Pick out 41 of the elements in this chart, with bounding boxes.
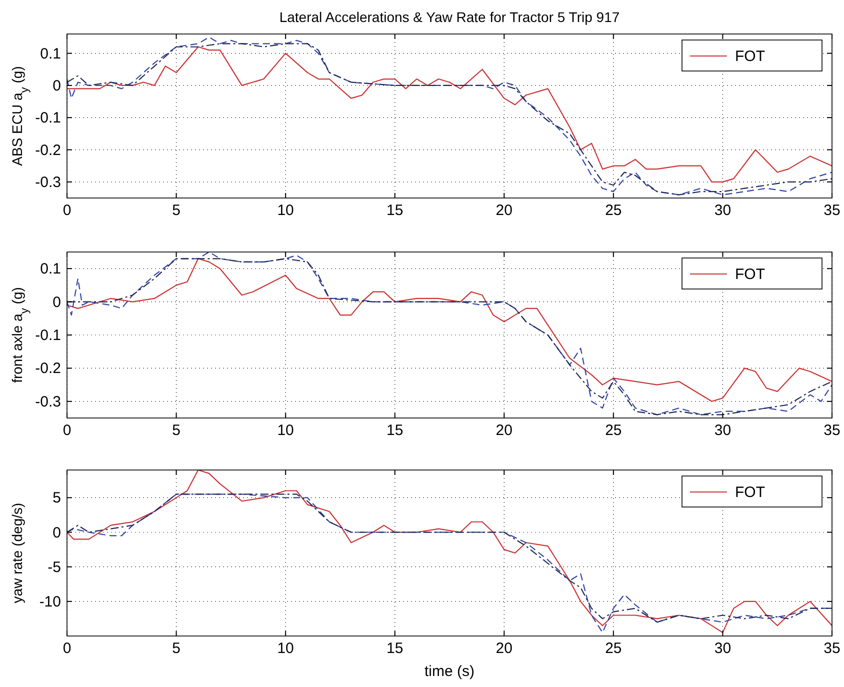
y-tick-label: -0.2 (35, 142, 61, 159)
y-tick-label: 0.1 (40, 260, 61, 278)
x-tick-label: 5 (172, 640, 180, 657)
y-tick-label: -5 (48, 558, 61, 576)
x-tick-label: 5 (172, 422, 180, 439)
x-tick-label: 35 (824, 422, 840, 439)
x-tick-label: 25 (605, 202, 622, 219)
chart-title: Lateral Accelerations & Yaw Rate for Tractor 5 Trip 917 (279, 9, 620, 25)
y-axis-title: yaw rate (deg/s) (9, 502, 25, 604)
x-tick-label: 30 (714, 422, 732, 439)
y-tick-label: -0.1 (35, 110, 61, 127)
x-tick-label: 15 (386, 202, 404, 219)
y-tick-label: 0 (52, 294, 61, 311)
y-tick-label: 0 (52, 77, 61, 94)
x-tick-label: 20 (496, 202, 512, 219)
x-tick-label: 15 (386, 422, 404, 439)
x-tick-label: 30 (714, 202, 732, 219)
x-tick-label: 10 (277, 202, 294, 219)
x-axis-title: time (s) (424, 663, 474, 680)
y-tick-label: 0 (52, 524, 61, 542)
y-tick-label: -10 (39, 593, 61, 610)
x-tick-label: 20 (496, 422, 512, 439)
x-tick-label: 35 (824, 640, 840, 657)
y-tick-label: -0.3 (35, 393, 61, 410)
x-tick-label: 30 (714, 640, 732, 657)
y-tick-label: 5 (52, 490, 61, 507)
legend-label: FOT (735, 48, 765, 65)
x-tick-label: 20 (496, 640, 512, 657)
legend-label: FOT (735, 484, 765, 501)
y-tick-label: 0.1 (40, 45, 61, 62)
x-tick-label: 35 (824, 202, 840, 219)
y-tick-label: -0.3 (35, 174, 61, 191)
x-tick-label: 10 (277, 422, 294, 439)
x-tick-label: 25 (605, 422, 622, 439)
x-tick-label: 25 (605, 640, 622, 657)
legend-label: FOT (735, 266, 765, 283)
x-tick-label: 10 (277, 640, 294, 657)
y-tick-label: -0.1 (35, 327, 61, 344)
x-tick-label: 15 (386, 640, 404, 657)
y-tick-label: -0.2 (35, 360, 61, 378)
x-tick-label: 5 (172, 202, 180, 219)
